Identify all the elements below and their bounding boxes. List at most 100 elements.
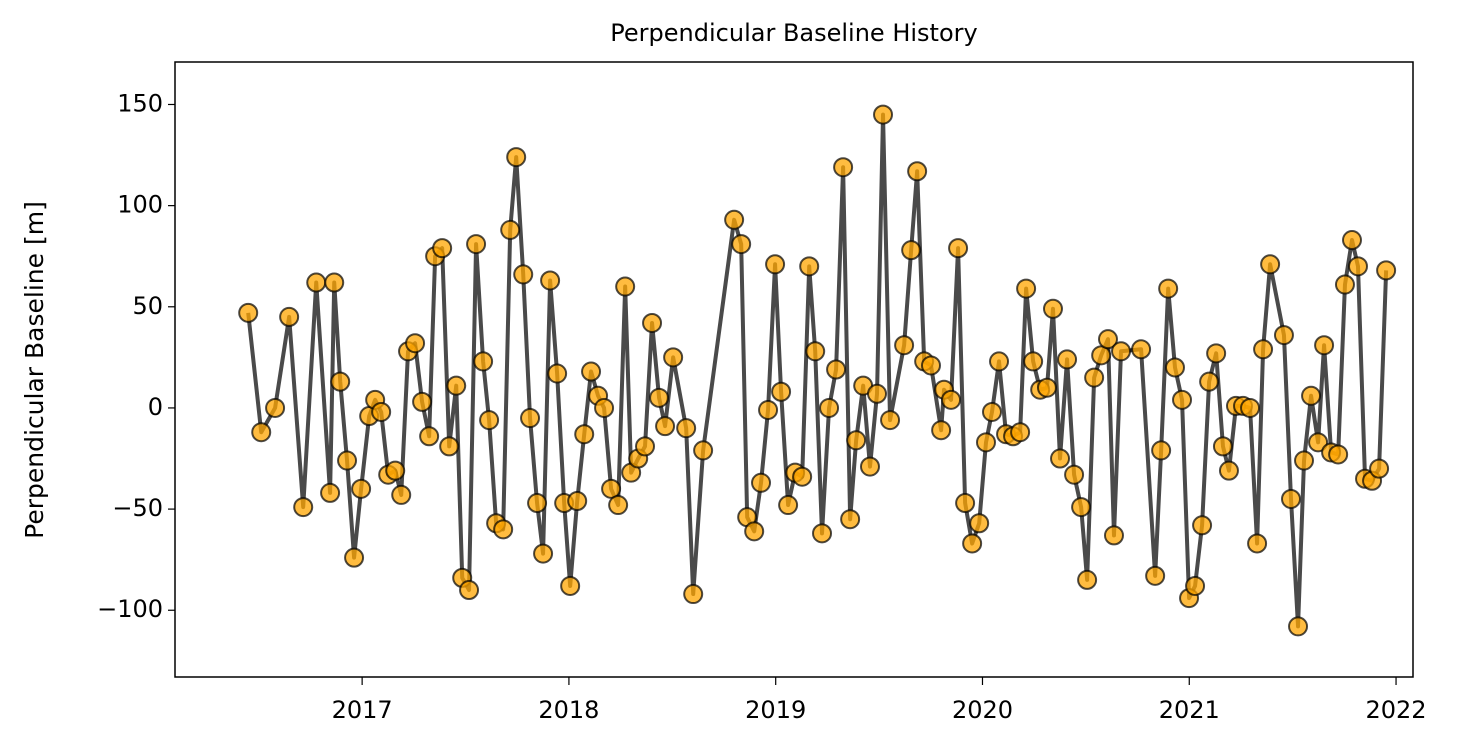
data-point xyxy=(901,240,922,261)
data-point xyxy=(1240,397,1261,418)
data-point xyxy=(805,341,826,362)
data-point xyxy=(560,575,581,596)
data-point xyxy=(293,497,314,518)
data-point xyxy=(1151,440,1172,461)
data-point xyxy=(1010,422,1031,443)
x-tick-label: 2017 xyxy=(332,696,393,724)
data-point xyxy=(1131,339,1152,360)
y-tick-label: 0 xyxy=(148,393,163,421)
data-point xyxy=(412,391,433,412)
data-point xyxy=(1199,371,1220,392)
data-point xyxy=(799,256,820,277)
data-point xyxy=(683,584,704,605)
data-point xyxy=(500,219,521,240)
data-point xyxy=(1301,385,1322,406)
data-point xyxy=(778,495,799,516)
data-point xyxy=(466,234,487,255)
data-point xyxy=(1164,357,1185,378)
y-tick-label: −50 xyxy=(112,494,163,522)
data-point xyxy=(1369,458,1390,479)
data-point xyxy=(615,276,636,297)
data-point xyxy=(279,306,300,327)
data-point xyxy=(1376,260,1397,281)
data-point xyxy=(1158,278,1179,299)
chart-title: Perpendicular Baseline History xyxy=(610,19,977,47)
data-point xyxy=(826,359,847,380)
data-point xyxy=(547,363,568,384)
data-point xyxy=(1172,389,1193,410)
data-point xyxy=(981,401,1002,422)
data-point xyxy=(479,410,500,431)
data-point xyxy=(371,401,392,422)
y-tick-label: 100 xyxy=(117,191,163,219)
data-point xyxy=(894,335,915,356)
data-point xyxy=(873,104,894,125)
data-point xyxy=(1103,525,1124,546)
data-point xyxy=(419,426,440,447)
baseline-line xyxy=(246,112,1389,629)
data-point xyxy=(439,436,460,457)
data-point xyxy=(635,436,656,457)
data-point xyxy=(758,399,779,420)
data-point xyxy=(920,355,941,376)
data-point xyxy=(391,484,412,505)
data-point xyxy=(859,456,880,477)
data-point xyxy=(1294,450,1315,471)
data-point xyxy=(306,272,327,293)
data-point xyxy=(655,416,676,437)
data-point xyxy=(446,375,467,396)
data-point xyxy=(608,495,629,516)
data-point xyxy=(819,397,840,418)
data-point xyxy=(1077,569,1098,590)
y-tick-label: −100 xyxy=(97,595,163,623)
data-point xyxy=(833,157,854,178)
data-point xyxy=(1064,464,1085,485)
x-tick-label: 2021 xyxy=(1159,696,1220,724)
data-point xyxy=(931,420,952,441)
data-point xyxy=(846,430,867,451)
data-point xyxy=(1218,460,1239,481)
data-point xyxy=(724,209,745,230)
data-point xyxy=(1206,343,1227,364)
data-point xyxy=(975,432,996,453)
data-point xyxy=(792,466,813,487)
data-point xyxy=(941,389,962,410)
data-point xyxy=(1192,515,1213,536)
data-point xyxy=(744,521,765,542)
data-point xyxy=(969,513,990,534)
data-point xyxy=(1071,497,1092,518)
data-point xyxy=(1042,298,1063,319)
data-point xyxy=(324,272,345,293)
data-point xyxy=(527,493,548,514)
x-tick-label: 2020 xyxy=(952,696,1013,724)
data-point xyxy=(344,547,365,568)
data-point xyxy=(1023,351,1044,372)
plot-frame xyxy=(174,61,1414,678)
data-point xyxy=(948,238,969,259)
data-point xyxy=(867,383,888,404)
data-point xyxy=(751,472,772,493)
data-point xyxy=(473,351,494,372)
data-point xyxy=(1347,256,1368,277)
data-point xyxy=(265,397,286,418)
data-point xyxy=(385,460,406,481)
x-tick-label: 2019 xyxy=(745,696,806,724)
data-point xyxy=(1334,274,1355,295)
data-point xyxy=(1247,533,1268,554)
x-tick-label: 2018 xyxy=(538,696,599,724)
data-point xyxy=(989,351,1010,372)
data-point xyxy=(594,397,615,418)
data-point xyxy=(1111,341,1132,362)
y-tick-label: 150 xyxy=(117,89,163,117)
data-point xyxy=(1036,377,1057,398)
data-point xyxy=(676,418,697,439)
data-point xyxy=(513,264,534,285)
data-point xyxy=(663,347,684,368)
data-point xyxy=(1308,432,1329,453)
data-point xyxy=(1097,329,1118,350)
x-tick-label: 2022 xyxy=(1366,696,1427,724)
data-point xyxy=(1057,349,1078,370)
data-point xyxy=(238,302,259,323)
data-point xyxy=(840,509,861,530)
